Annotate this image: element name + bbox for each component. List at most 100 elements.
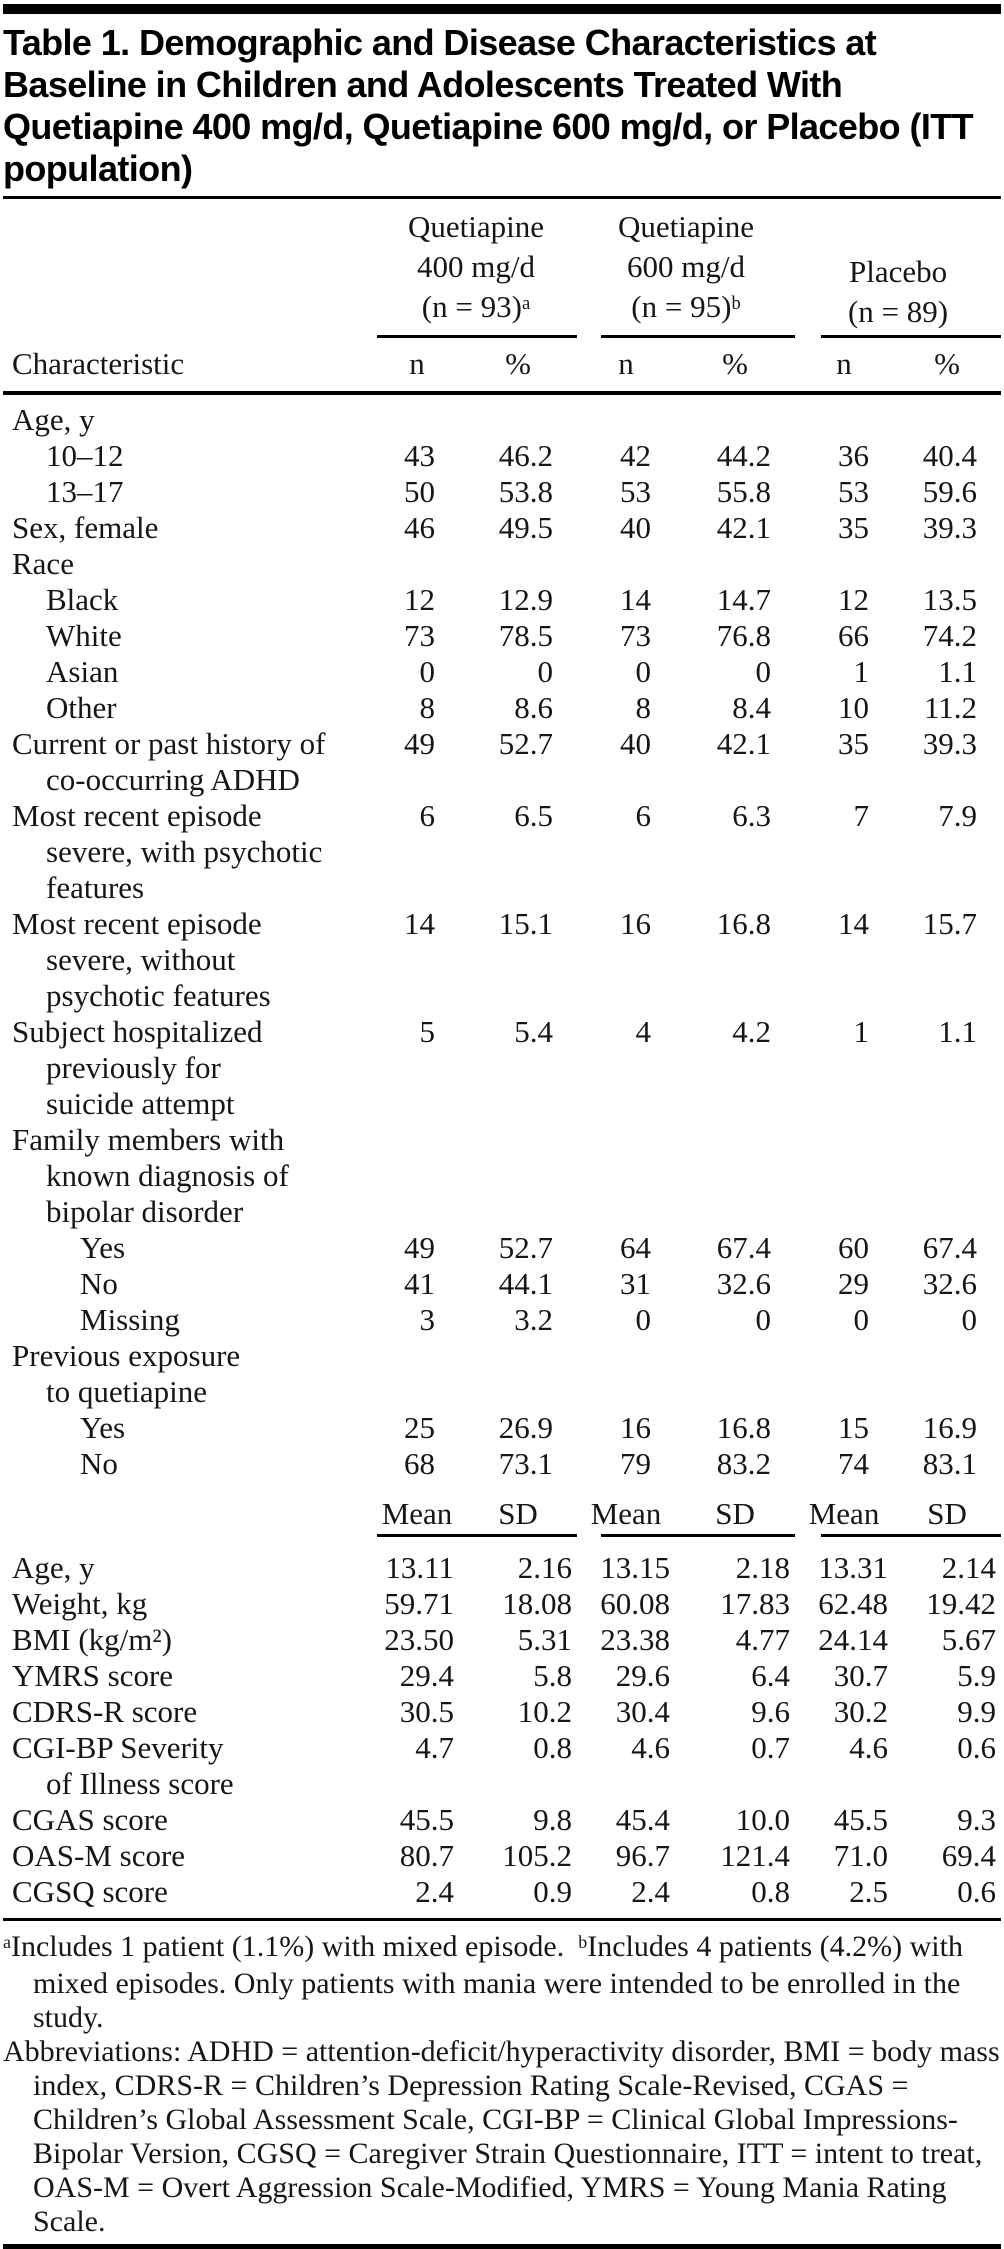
column-header-sd: SD <box>927 1496 967 1531</box>
value-cell <box>375 546 459 582</box>
row-label-line: Black <box>46 582 119 617</box>
value-cell: 4.6 <box>849 1730 889 1765</box>
footnote-ab: aIncludes 1 patient (1.1%) with mixed ep… <box>3 1930 1001 2035</box>
row-label: Other <box>3 690 375 726</box>
data-row: Most recent episode severe, without psycho… <box>3 906 1001 1014</box>
value-cell: 12.9 <box>498 582 554 617</box>
data-row: CGSQ score 2.4 0.9 2.4 0.8 2.5 0.6 <box>3 1874 1002 1921</box>
value-cell: 1.1 <box>938 654 978 689</box>
column-header-mean: Mean <box>808 1496 880 1531</box>
row-label-line: CDRS-R score <box>12 1694 198 1729</box>
row-label-line: Most recent episode <box>12 798 262 833</box>
value-cell: 7.9 <box>938 798 978 833</box>
value-cell: 39.3 <box>922 510 978 545</box>
row-label-line: No <box>80 1446 118 1481</box>
footnote-b-marker: b <box>578 1931 588 1952</box>
data-row: No 41 44.1 31 32.6 29 32.6 <box>3 1266 1001 1302</box>
data-row: Most recent episode severe, with psychoti… <box>3 798 1001 906</box>
row-label: Most recent episode severe, without psycho… <box>3 906 375 1014</box>
row-label-continuation: co-occurring ADHD <box>46 762 300 797</box>
row-label-line: Most recent episode <box>12 906 262 941</box>
section-row: Family members with known diagnosis of bip… <box>3 1122 1001 1230</box>
value-cell: 40.4 <box>922 438 978 473</box>
empty-cell <box>3 1534 375 1542</box>
value-cell: 12 <box>404 582 435 617</box>
value-cell: 10 <box>838 690 870 725</box>
row-label-line: Current or past history of <box>12 726 326 761</box>
value-cell: 60.08 <box>600 1586 671 1621</box>
data-row: BMI (kg/m²) 23.50 5.31 23.38 4.77 24.14 5.67 <box>3 1622 1001 1658</box>
row-label-line: Other <box>46 690 117 725</box>
value-cell: 121.4 <box>720 1838 791 1873</box>
table-1-page: Table 1. Demographic and Disease Charact… <box>0 4 1004 2249</box>
value-cell: 8 <box>635 690 652 725</box>
value-cell: 5 <box>419 1014 436 1049</box>
value-cell <box>577 1338 675 1410</box>
value-cell <box>675 393 795 438</box>
value-cell: 55.8 <box>716 474 772 509</box>
table-group-header-row: Quetiapine 400 mg/d (n = 93)a Quetiapine 600… <box>3 207 1002 338</box>
value-cell: 2.14 <box>941 1550 997 1585</box>
value-cell: 42 <box>620 438 652 473</box>
row-label-line: Asian <box>46 654 119 689</box>
row-label-line: Family members with <box>12 1122 285 1157</box>
value-cell <box>675 1122 795 1230</box>
value-cell: 4.77 <box>735 1622 791 1657</box>
row-label-line: Sex, female <box>12 510 159 545</box>
value-cell: 26.9 <box>498 1410 554 1445</box>
value-cell: 4.7 <box>415 1730 454 1765</box>
row-label-line: Yes <box>80 1410 126 1445</box>
value-cell: 53.8 <box>498 474 554 509</box>
section-row: Age, y <box>3 393 1001 438</box>
value-cell: 10.2 <box>517 1694 573 1729</box>
value-cell: 1 <box>853 1014 870 1049</box>
row-label: 10–12 <box>3 438 375 474</box>
value-cell: 8.4 <box>732 690 772 725</box>
value-cell: 31 <box>620 1266 652 1301</box>
value-cell: 78.5 <box>498 618 554 653</box>
value-cell <box>459 546 577 582</box>
value-cell: 64 <box>620 1230 652 1265</box>
value-cell: 35 <box>838 726 870 761</box>
value-cell: 49 <box>404 1230 435 1265</box>
value-cell <box>795 546 893 582</box>
row-label: CGAS score <box>3 1802 375 1838</box>
row-label-continuation: of Illness score <box>46 1766 234 1801</box>
group-header-lines: Quetiapine 600 mg/d (n = 95)b <box>577 207 795 332</box>
value-cell: 59.6 <box>922 474 978 509</box>
value-cell: 71.0 <box>833 1838 889 1873</box>
data-row: Weight, kg 59.71 18.08 60.08 17.83 62.48 19.42 <box>3 1586 1001 1622</box>
value-cell: 13.31 <box>818 1550 889 1585</box>
table-title: Table 1. Demographic and Disease Charact… <box>3 22 974 189</box>
row-label: Subject hospitalized previously for suicid… <box>3 1014 375 1122</box>
value-cell: 45.5 <box>399 1802 454 1837</box>
value-cell: 50 <box>404 474 435 509</box>
value-cell: 5.67 <box>941 1622 997 1657</box>
value-cell: 53 <box>838 474 870 509</box>
row-label-line: Age, y <box>12 402 95 437</box>
value-cell: 5.4 <box>514 1014 554 1049</box>
value-cell <box>675 546 795 582</box>
value-cell: 79 <box>620 1446 652 1481</box>
value-cell: 6.4 <box>751 1658 791 1693</box>
value-cell: 6 <box>635 798 652 833</box>
row-label: Yes <box>3 1410 375 1446</box>
value-cell <box>459 1122 577 1230</box>
group-header: Quetiapine 600 mg/d (n = 95)b <box>577 207 796 338</box>
top-rule-bar <box>3 4 1001 14</box>
column-header-row: Characteristic n% n% n% <box>3 338 1002 395</box>
value-cell: 73.1 <box>498 1446 554 1481</box>
mean-sd-underline-cell <box>375 1534 578 1542</box>
value-cell: 30.2 <box>833 1694 889 1729</box>
value-cell: 62.48 <box>818 1586 889 1621</box>
value-cell: 52.7 <box>498 726 554 761</box>
column-header-sd: SD <box>715 1496 755 1531</box>
row-label: Current or past history of co-occurring A… <box>3 726 375 798</box>
value-cell <box>577 393 675 438</box>
value-cell: 16 <box>620 906 652 941</box>
column-header-sd: SD <box>498 1496 538 1531</box>
value-cell <box>459 1338 577 1410</box>
value-cell: 4.6 <box>631 1730 671 1765</box>
footnote-a-marker: a <box>3 1931 11 1952</box>
value-cell: 36 <box>838 438 870 473</box>
